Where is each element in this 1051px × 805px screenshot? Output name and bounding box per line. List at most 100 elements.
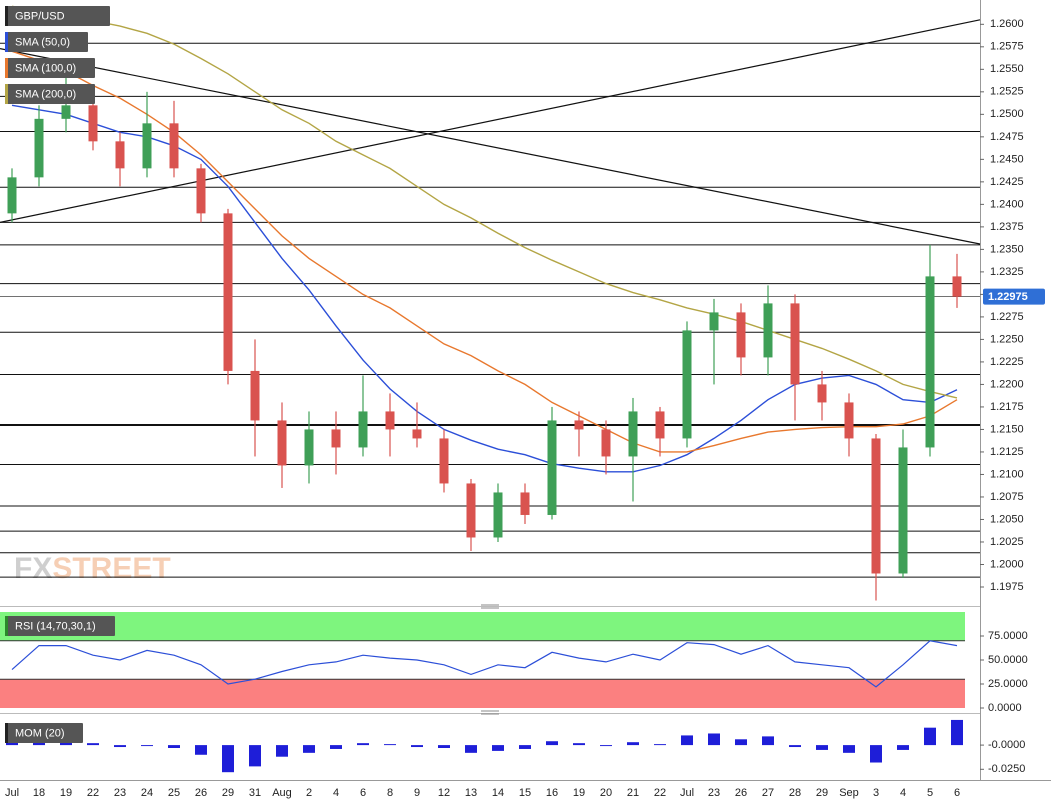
y-tick-label: 1.2150	[990, 423, 1024, 435]
mom-bar	[600, 745, 612, 747]
mom-bar	[843, 745, 855, 753]
symbol-label-text: GBP/USD	[15, 10, 65, 22]
indicator-label-box	[5, 723, 83, 743]
mom-bar	[897, 745, 909, 750]
y-tick-label: 1.2375	[990, 221, 1024, 233]
x-tick-label: 23	[114, 787, 126, 799]
mom-bar	[573, 743, 585, 746]
candle-body	[898, 447, 908, 574]
pane-handle	[481, 604, 499, 715]
overbought-zone	[0, 612, 965, 641]
y-tick-label: 1.2425	[990, 176, 1024, 188]
candle-body	[655, 411, 665, 439]
legend-item-box	[5, 58, 95, 78]
watermark-part: FX	[14, 552, 52, 585]
x-tick-label: 6	[360, 787, 366, 799]
mom-bar	[708, 733, 720, 746]
candle-body	[61, 105, 71, 119]
price-badge	[983, 288, 1045, 305]
candle-body	[736, 312, 746, 358]
mom-bar	[330, 745, 342, 749]
x-tick-label: 6	[954, 787, 960, 799]
indicator-label-box	[5, 616, 115, 636]
mom-bar	[357, 743, 369, 746]
candle-body	[385, 411, 395, 430]
mom-bar	[951, 719, 963, 746]
candle-body	[790, 303, 800, 385]
candle-body	[34, 118, 44, 178]
x-tick-label: 19	[60, 787, 72, 799]
oversold-zone	[0, 679, 965, 708]
candle-body	[304, 429, 314, 466]
mom-bar	[870, 745, 882, 763]
candle-body	[196, 168, 206, 214]
x-tick-label: 22	[87, 787, 99, 799]
x-tick-label: 13	[465, 787, 477, 799]
indicator-label-stripe	[5, 723, 8, 743]
candle-body	[88, 105, 98, 142]
y-tick-label: 1.2350	[990, 243, 1024, 255]
candle-body	[628, 411, 638, 457]
indicator-label-text: RSI (14,70,30,1)	[15, 620, 96, 632]
candle-body	[169, 123, 179, 169]
x-tick-label: 27	[762, 787, 774, 799]
y-tick-label: 50.0000	[988, 654, 1028, 666]
y-tick-label: 25.0000	[988, 678, 1028, 690]
candle-body	[709, 312, 719, 331]
x-tick-label: Jul	[5, 787, 19, 799]
legend-item-text: SMA (200,0)	[15, 88, 76, 100]
watermark: FXSTREET	[14, 552, 171, 585]
y-tick-label: 1.2550	[990, 63, 1024, 75]
y-tick-label: 75.0000	[988, 630, 1028, 642]
y-tick-label: 1.2050	[990, 513, 1024, 525]
mom-bar	[816, 745, 828, 750]
symbol-label-box	[5, 6, 110, 26]
x-tick-label: 9	[414, 787, 420, 799]
candle-body	[682, 330, 692, 439]
x-tick-label: 24	[141, 787, 153, 799]
x-tick-label: 19	[573, 787, 585, 799]
x-tick-label: 18	[33, 787, 45, 799]
candle-body	[331, 429, 341, 448]
candle-body	[817, 384, 827, 403]
indicator-label: RSI (14,70,30,1)	[5, 616, 115, 636]
x-tick-label: 4	[900, 787, 906, 799]
candle-body	[277, 420, 287, 466]
mom-bar	[249, 745, 261, 767]
y-tick-label: 1.1975	[990, 581, 1024, 593]
mom-bar	[384, 744, 396, 746]
mom-bar	[411, 745, 423, 748]
candle-body	[223, 213, 233, 371]
y-tick-label: 1.2400	[990, 198, 1024, 210]
x-tick-label: 28	[789, 787, 801, 799]
mom-bar	[222, 745, 234, 773]
candle-body	[952, 276, 962, 297]
candle-body	[844, 402, 854, 439]
legend-item-text: SMA (100,0)	[15, 62, 76, 74]
mom-bar	[654, 744, 666, 746]
indicator-label-text: MOM (20)	[15, 727, 65, 739]
legend-item: SMA (50,0)	[5, 32, 88, 52]
y-tick-label: 1.2200	[990, 378, 1024, 390]
price-badge-label: 1.22975	[988, 291, 1028, 303]
candle-body	[115, 141, 125, 169]
mom-bar	[519, 745, 531, 749]
candle-body	[520, 492, 530, 515]
mom-bar	[546, 741, 558, 746]
x-tick-label: 21	[627, 787, 639, 799]
candle-body	[763, 303, 773, 358]
y-tick-label: 1.2275	[990, 311, 1024, 323]
mom-bar	[735, 739, 747, 746]
y-tick-label: 1.2475	[990, 131, 1024, 143]
y-tick-label: 1.2000	[990, 558, 1024, 570]
mom-bar	[789, 745, 801, 748]
y-tick-label: 1.2075	[990, 491, 1024, 503]
symbol-label: GBP/USD	[5, 6, 110, 26]
legend-item-text: SMA (50,0)	[15, 36, 70, 48]
watermark-part: STREET	[52, 552, 170, 585]
mom-bar	[168, 745, 180, 748]
y-tick-label: 1.2100	[990, 468, 1024, 480]
x-tick-label: 8	[387, 787, 393, 799]
